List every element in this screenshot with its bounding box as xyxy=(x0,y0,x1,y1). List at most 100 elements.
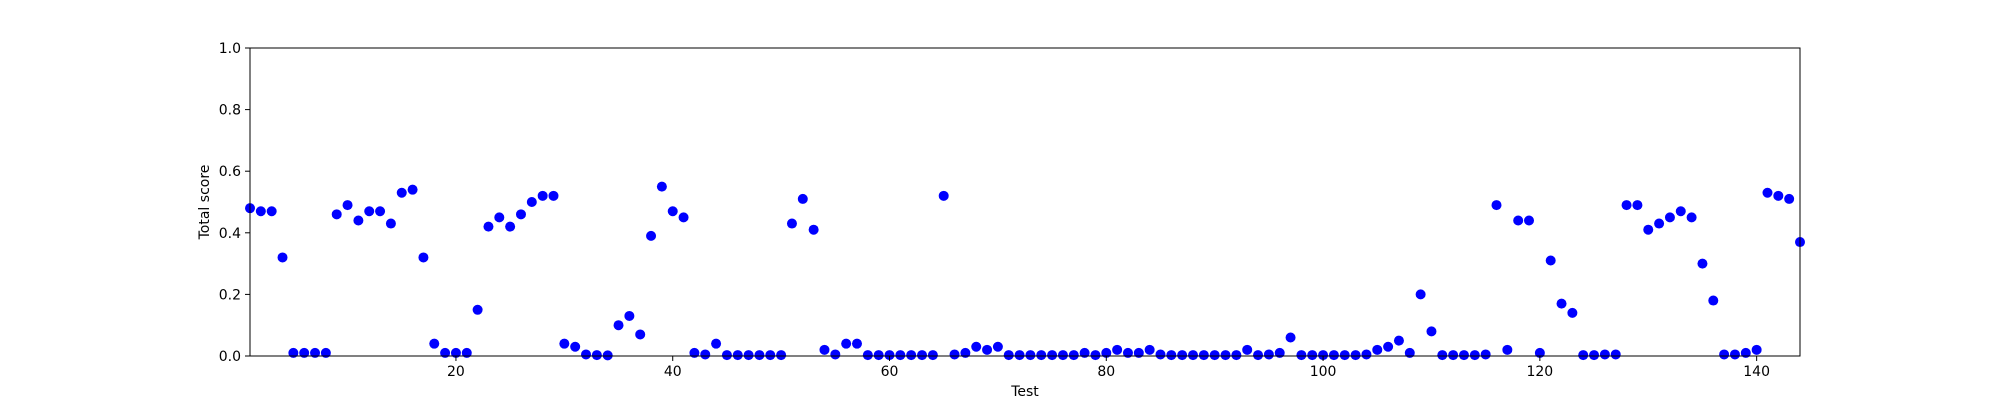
data-point xyxy=(906,350,917,361)
data-point xyxy=(1393,335,1404,346)
data-point xyxy=(721,350,732,361)
x-tick-label: 60 xyxy=(881,364,899,380)
data-point xyxy=(450,347,461,358)
data-point xyxy=(732,350,743,361)
data-point xyxy=(1740,347,1751,358)
data-point xyxy=(255,206,266,217)
data-point xyxy=(1285,332,1296,343)
data-point xyxy=(1047,350,1058,361)
data-point xyxy=(1404,347,1415,358)
data-point xyxy=(494,212,505,223)
data-point xyxy=(819,344,830,355)
data-point xyxy=(1664,212,1675,223)
data-point xyxy=(1458,350,1469,361)
y-tick-label: 0.6 xyxy=(219,164,241,180)
data-point xyxy=(1426,326,1437,337)
x-tick-label: 40 xyxy=(664,364,682,380)
data-point xyxy=(873,350,884,361)
x-tick-label: 120 xyxy=(1526,364,1553,380)
data-point xyxy=(1166,350,1177,361)
data-point xyxy=(613,320,624,331)
data-point xyxy=(1762,187,1773,198)
data-point xyxy=(776,350,787,361)
data-point xyxy=(472,304,483,315)
data-point xyxy=(1101,347,1112,358)
data-point xyxy=(1437,350,1448,361)
data-point xyxy=(537,190,548,201)
data-point xyxy=(581,349,592,360)
data-point xyxy=(1621,200,1632,211)
data-point xyxy=(754,350,765,361)
data-point xyxy=(1480,349,1491,360)
data-point xyxy=(862,350,873,361)
data-point xyxy=(1209,350,1220,361)
data-point xyxy=(1025,350,1036,361)
data-point xyxy=(1784,193,1795,204)
data-point xyxy=(884,350,895,361)
x-tick-label: 100 xyxy=(1310,364,1337,380)
data-point xyxy=(1198,350,1209,361)
plot-area xyxy=(250,48,1800,356)
data-point xyxy=(1307,350,1318,361)
data-point xyxy=(591,350,602,361)
data-point xyxy=(375,206,386,217)
data-point xyxy=(1296,350,1307,361)
data-point xyxy=(1122,347,1133,358)
data-point xyxy=(1177,350,1188,361)
data-point xyxy=(1697,258,1708,269)
data-point xyxy=(1079,347,1090,358)
data-point xyxy=(1545,255,1556,266)
data-point xyxy=(526,197,537,207)
data-point xyxy=(331,209,342,220)
data-point xyxy=(1014,350,1025,361)
data-point xyxy=(689,347,700,358)
data-point xyxy=(1383,341,1394,352)
y-axis-label: Total score xyxy=(197,165,213,241)
data-point xyxy=(1328,350,1339,361)
data-point xyxy=(1589,350,1600,361)
data-point xyxy=(1318,350,1329,361)
data-point xyxy=(678,212,689,223)
data-point xyxy=(570,341,581,352)
data-point xyxy=(1339,350,1350,361)
data-point xyxy=(830,349,841,360)
data-point xyxy=(1188,350,1199,361)
data-point xyxy=(786,218,797,229)
data-points xyxy=(245,181,1805,361)
data-point xyxy=(992,341,1003,352)
data-point xyxy=(505,221,516,232)
data-point xyxy=(396,187,407,198)
data-point xyxy=(385,218,396,229)
data-point xyxy=(364,206,375,217)
data-point xyxy=(1567,307,1578,318)
data-point xyxy=(1534,347,1545,358)
data-point xyxy=(646,230,657,241)
data-point xyxy=(711,338,722,349)
x-tick-label: 20 xyxy=(447,364,465,380)
data-point xyxy=(483,221,494,232)
data-point xyxy=(1708,295,1719,306)
data-point xyxy=(971,341,982,352)
data-point xyxy=(1502,344,1513,355)
y-tick-label: 1.0 xyxy=(219,41,241,57)
data-point xyxy=(1361,349,1372,360)
data-point xyxy=(1719,349,1730,360)
data-point xyxy=(667,206,678,217)
data-point xyxy=(1513,215,1524,226)
data-point xyxy=(310,347,321,358)
data-point xyxy=(1578,350,1589,361)
data-point xyxy=(895,350,906,361)
data-point xyxy=(1729,349,1740,360)
data-point xyxy=(1773,190,1784,201)
y-tick-label: 0.8 xyxy=(219,103,241,119)
data-point xyxy=(1491,200,1502,211)
data-point xyxy=(1274,347,1285,358)
y-tick-label: 0.0 xyxy=(219,349,241,365)
data-point xyxy=(1610,349,1621,360)
data-point xyxy=(1242,344,1253,355)
data-point xyxy=(949,349,960,360)
data-point xyxy=(1253,350,1264,361)
data-point xyxy=(1524,215,1535,226)
data-point xyxy=(353,215,364,226)
